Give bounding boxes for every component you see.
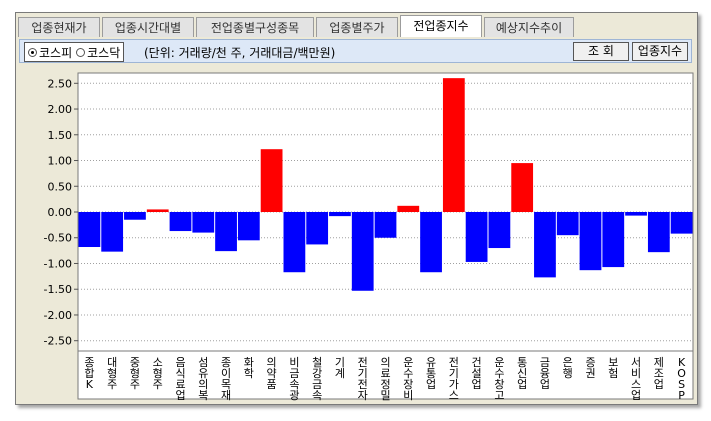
bar <box>625 212 647 216</box>
bar <box>215 212 237 252</box>
bar <box>442 78 465 212</box>
toolbar: 코스피 코스닥 (단위: 거래량/천 주, 거래대금/백만원) 조 회 업종지수 <box>19 39 692 63</box>
bar <box>351 212 374 291</box>
radio-selected-icon <box>28 47 37 57</box>
radio-kosdaq[interactable]: 코스닥 <box>76 44 120 61</box>
y-tick-label: -0.50 <box>44 232 72 245</box>
bar <box>670 212 693 234</box>
radio-unselected-icon <box>76 47 86 57</box>
sector-index-chart: 2.50 2.00 1.50 1.00 0.50 0.00 -0.50 -1.00 -1.50 -… <box>44 72 694 402</box>
sector-index-button[interactable]: 업종지수 <box>632 42 688 61</box>
y-tick-label: -2.00 <box>44 309 72 322</box>
bar <box>465 212 488 262</box>
bar <box>192 212 215 233</box>
y-tick-label: 0.00 <box>48 206 73 219</box>
bar <box>534 212 556 278</box>
tab-sector-time[interactable]: 업종시간대별 <box>102 17 194 37</box>
y-tick-label: 2.00 <box>48 103 73 116</box>
y-tick-label: 2.50 <box>48 77 73 90</box>
bar <box>124 212 146 220</box>
bar <box>306 212 329 245</box>
y-tick-label: -1.50 <box>44 283 72 296</box>
tab-all-sector-components[interactable]: 전업종별구성종목 <box>196 17 314 37</box>
bar <box>488 212 511 249</box>
tab-all-sector-index[interactable]: 전업종지수 <box>400 15 482 37</box>
bar <box>146 209 169 212</box>
bar <box>556 212 579 236</box>
tab-expected-index-trend[interactable]: 예상지수추이 <box>484 17 574 37</box>
bar <box>374 212 397 238</box>
y-tick-label: -1.00 <box>44 257 72 270</box>
bar <box>511 163 534 212</box>
bar <box>397 205 420 212</box>
query-button[interactable]: 조 회 <box>573 42 629 61</box>
y-tick-label: 1.00 <box>48 155 73 168</box>
bar <box>420 212 442 273</box>
bar <box>579 212 602 271</box>
bar <box>260 149 283 212</box>
unit-text: (단위: 거래량/천 주, 거래대금/백만원) <box>144 46 336 60</box>
market-radio-group: 코스피 코스닥 <box>24 42 125 62</box>
bar <box>602 212 625 268</box>
bar <box>169 212 192 232</box>
tab-sector-stock-price[interactable]: 업종별주가 <box>316 17 398 37</box>
bar <box>647 212 670 253</box>
radio-kospi-label: 코스피 <box>39 45 73 60</box>
tab-sector-price[interactable]: 업종현재가 <box>18 17 100 37</box>
bar <box>283 212 306 273</box>
tab-bar: 업종현재가 업종시간대별 전업종별구성종목 업종별주가 전업종지수 예상지수추이 <box>16 15 697 39</box>
y-tick-label: 0.50 <box>48 180 73 193</box>
y-tick-label: -2.50 <box>44 335 72 348</box>
app-window: 업종현재가 업종시간대별 전업종별구성종목 업종별주가 전업종지수 예상지수추이… <box>15 12 698 405</box>
radio-kosdaq-label: 코스닥 <box>87 45 121 60</box>
bar <box>237 212 260 241</box>
bar <box>329 212 351 217</box>
bar <box>78 212 101 248</box>
bar <box>101 212 124 252</box>
y-tick-label: 1.50 <box>48 129 73 142</box>
radio-kospi[interactable]: 코스피 <box>28 44 72 61</box>
